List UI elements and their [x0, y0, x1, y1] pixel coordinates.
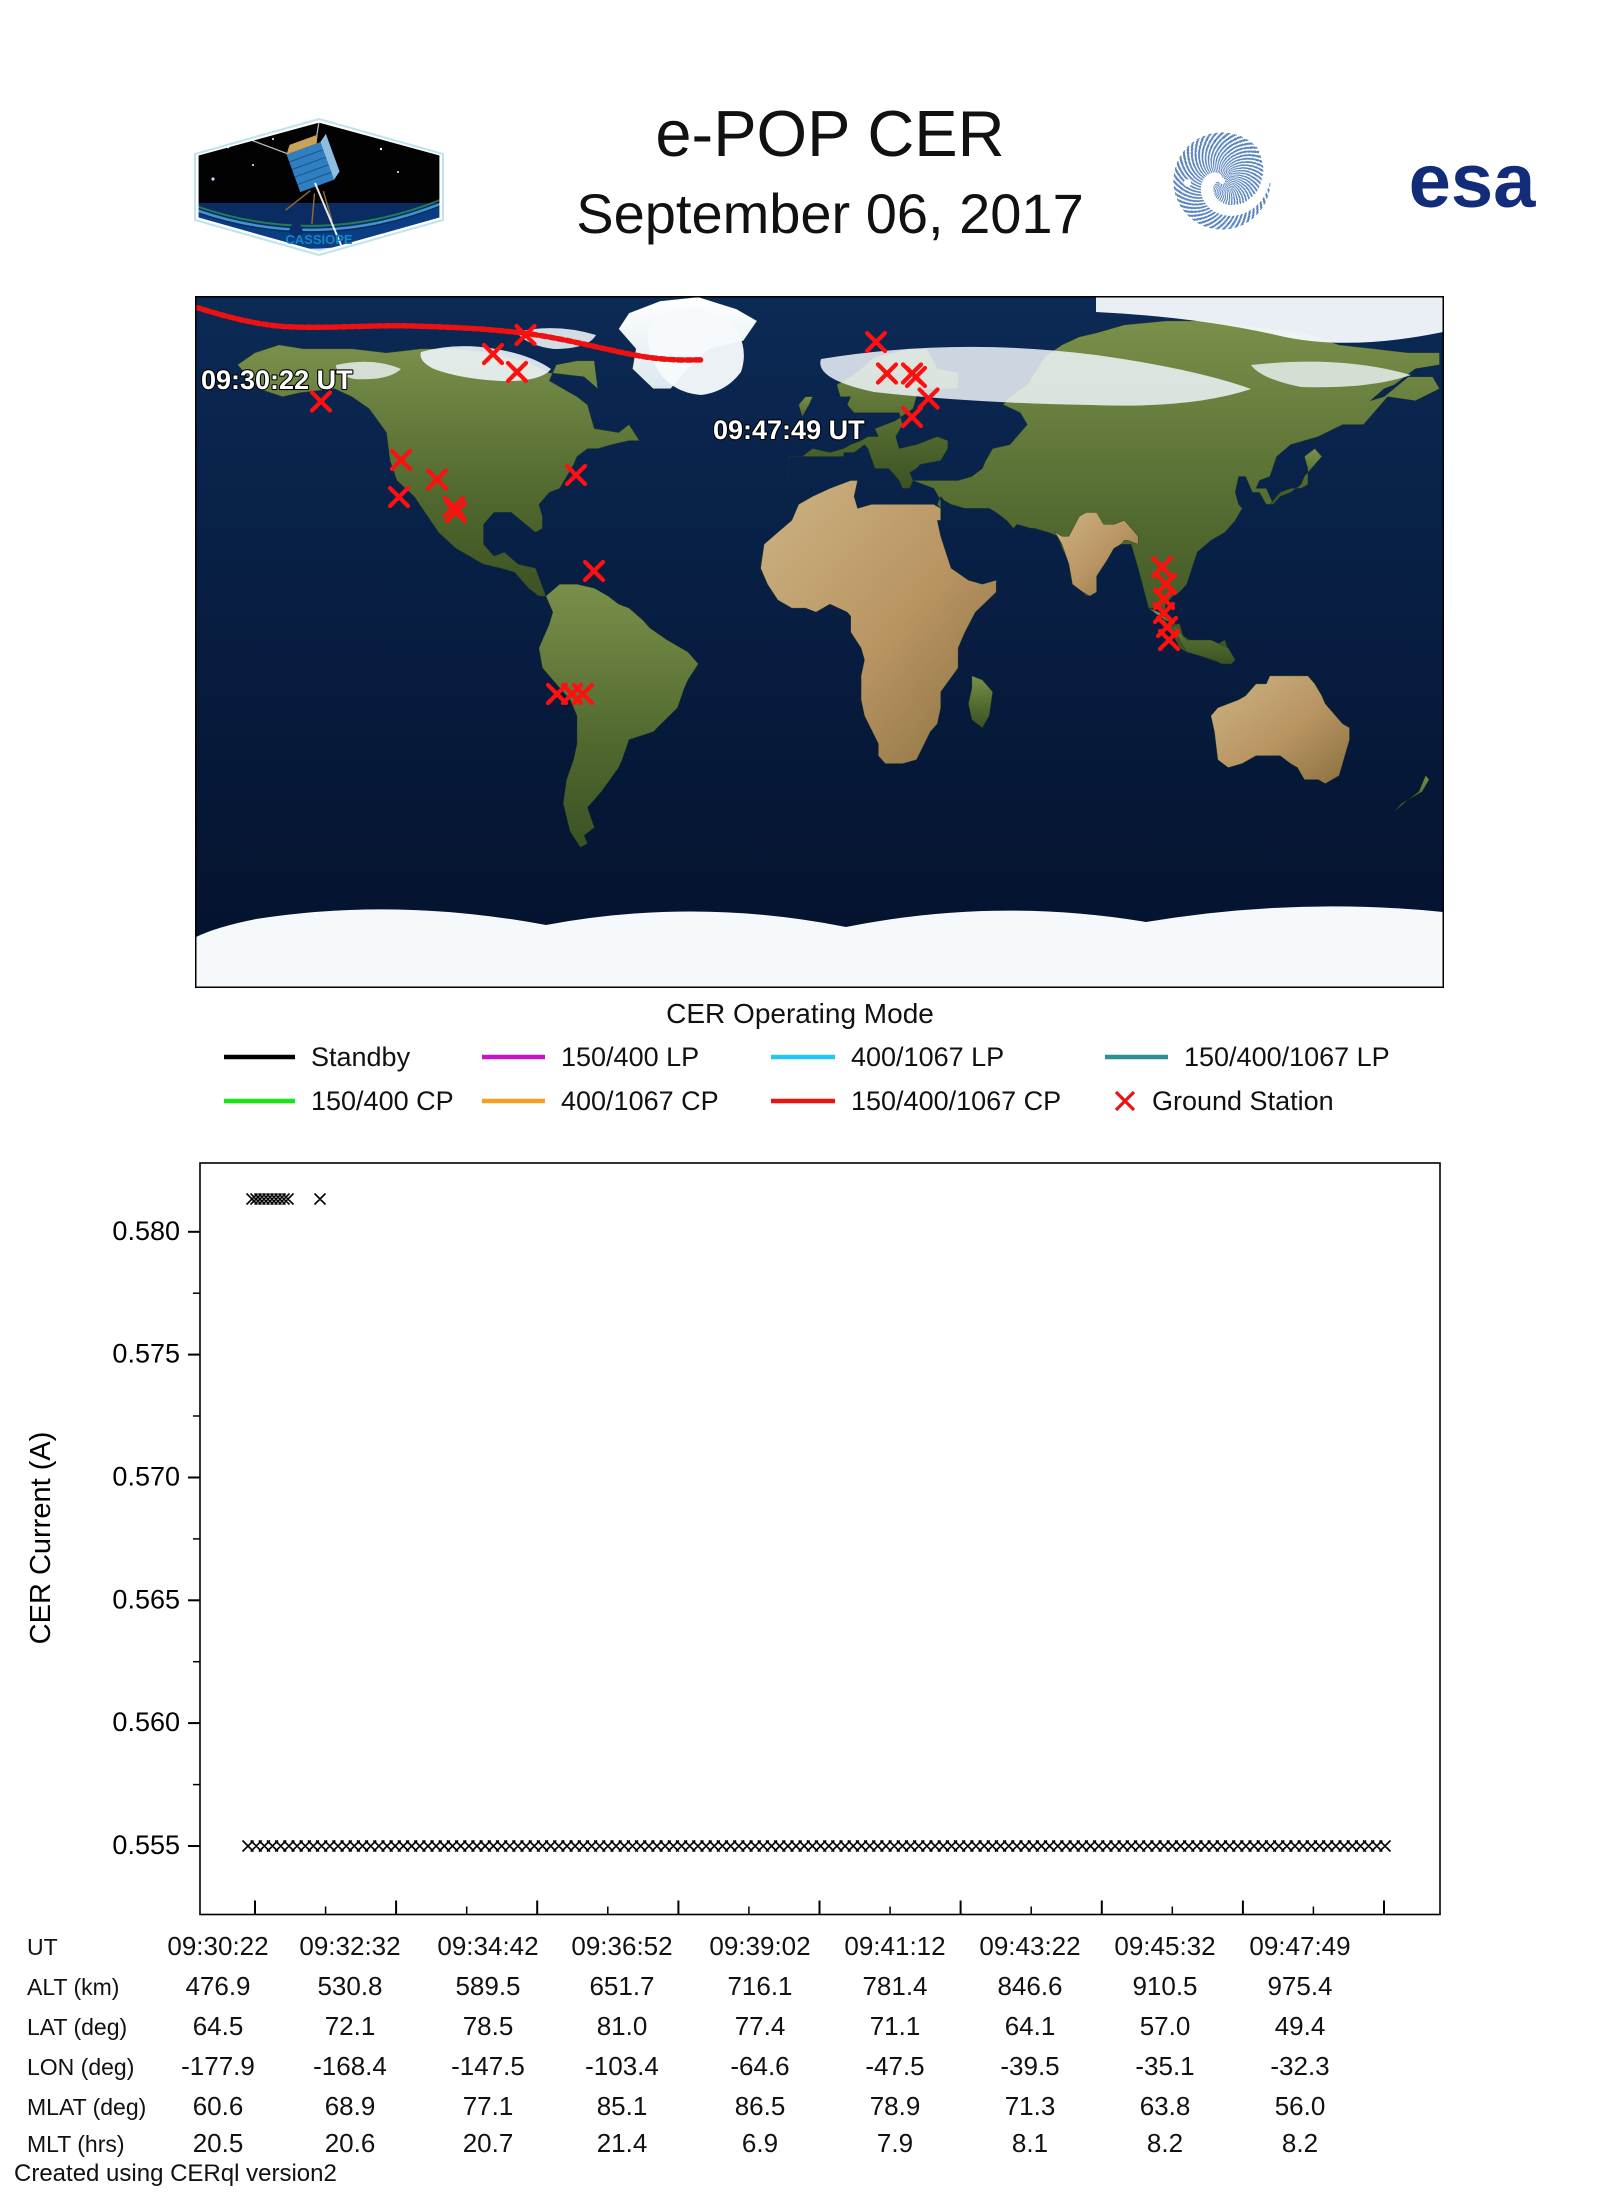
svg-text:150/400 CP: 150/400 CP [311, 1086, 454, 1116]
svg-text:150/400/1067 CP: 150/400/1067 CP [851, 1086, 1061, 1116]
svg-text:150/400/1067 LP: 150/400/1067 LP [1184, 1042, 1390, 1072]
svg-text:400/1067 LP: 400/1067 LP [851, 1042, 1004, 1072]
svg-text:150/400 LP: 150/400 LP [561, 1042, 699, 1072]
svg-text:Standby: Standby [311, 1042, 411, 1072]
svg-text:Ground Station: Ground Station [1152, 1086, 1334, 1116]
svg-text:400/1067 CP: 400/1067 CP [561, 1086, 719, 1116]
